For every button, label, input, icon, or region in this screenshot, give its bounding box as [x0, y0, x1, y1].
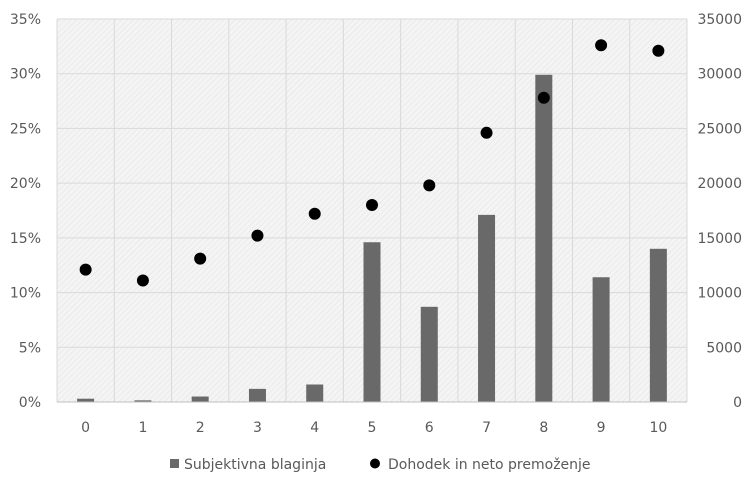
x-tick-label: 7: [482, 420, 491, 436]
left-tick-label: 20%: [10, 176, 41, 192]
bar: [77, 398, 95, 402]
scatter-point: [423, 179, 436, 192]
left-axis-ticks: 0% 5% 10% 15% 20% 25% 30% 35%: [10, 12, 41, 411]
bar: [191, 396, 209, 402]
right-tick-label: 30000: [697, 67, 742, 83]
legend-dot-label: Dohodek in neto premoženje: [388, 457, 591, 473]
x-tick-label: 5: [368, 420, 377, 436]
right-tick-label: 35000: [697, 12, 742, 28]
left-tick-label: 15%: [10, 231, 41, 247]
x-tick-label: 8: [539, 420, 548, 436]
scatter-point: [308, 207, 321, 220]
bar: [363, 242, 381, 402]
left-tick-label: 10%: [10, 286, 41, 302]
scatter-point: [480, 126, 493, 139]
scatter-point: [79, 263, 92, 276]
scatter-point: [595, 39, 608, 52]
left-tick-label: 0%: [19, 395, 41, 411]
bar: [248, 388, 266, 402]
x-tick-label: 9: [597, 420, 606, 436]
bar-series: [77, 74, 667, 403]
legend: Subjektivna blaginja Dohodek in neto pre…: [170, 457, 591, 473]
scatter-point: [251, 229, 264, 242]
x-tick-label: 1: [138, 420, 147, 436]
left-tick-label: 30%: [10, 67, 41, 83]
right-tick-label: 15000: [697, 231, 742, 247]
right-axis-ticks: 0 5000 10000 15000 20000 25000 30000 35000: [697, 12, 742, 411]
left-tick-label: 5%: [19, 340, 41, 356]
right-tick-label: 20000: [697, 176, 742, 192]
legend-bar-swatch: [170, 459, 179, 468]
bar: [420, 306, 438, 402]
scatter-point: [136, 274, 149, 287]
scatter-point: [366, 199, 378, 212]
x-tick-label: 6: [425, 420, 434, 436]
x-tick-label: 10: [649, 420, 667, 436]
x-axis-ticks: 0 1 2 3 4 5 6 7 8 9 10: [81, 420, 667, 436]
bar: [478, 214, 496, 402]
gridlines: [56, 18, 688, 402]
scatter-point: [652, 44, 665, 57]
right-tick-label: 10000: [697, 286, 742, 302]
right-tick-label: 5000: [706, 340, 742, 356]
left-tick-label: 25%: [10, 121, 41, 137]
left-tick-label: 35%: [10, 12, 41, 28]
x-tick-label: 4: [310, 420, 319, 436]
x-tick-label: 3: [253, 420, 262, 436]
bar: [134, 400, 152, 402]
scatter-point: [537, 91, 550, 104]
scatter-point: [194, 252, 207, 265]
right-tick-label: 0: [733, 395, 742, 411]
bar: [535, 74, 553, 403]
scatter-series: [79, 39, 665, 287]
x-tick-label: 0: [81, 420, 90, 436]
right-tick-label: 25000: [697, 121, 742, 137]
bar: [649, 248, 667, 402]
legend-dot-swatch: [370, 458, 380, 469]
bar: [592, 277, 610, 402]
legend-bar-label: Subjektivna blaginja: [184, 457, 326, 473]
bar: [306, 384, 324, 402]
x-tick-label: 2: [196, 420, 205, 436]
